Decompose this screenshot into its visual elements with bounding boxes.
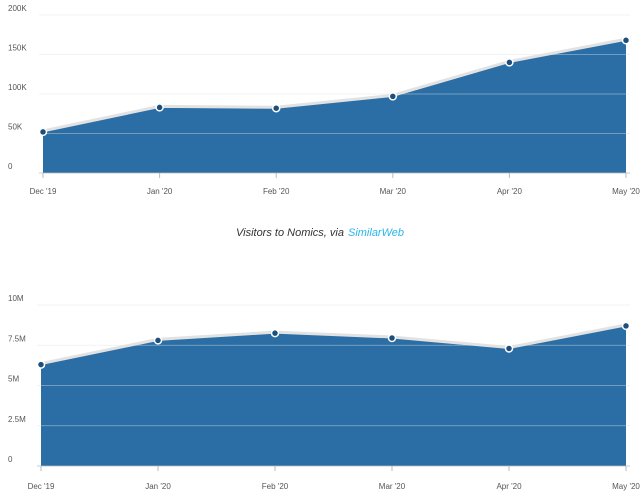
area [41,325,626,466]
y-tick-label: 2.5M [8,415,26,424]
x-tick-label: May '20 [612,187,640,196]
y-tick-label: 50K [8,123,23,132]
y-tick-label: 7.5M [8,334,26,343]
y-tick-label: 200K [8,4,27,13]
area [43,40,626,173]
point [271,103,281,113]
point [621,36,631,45]
x-tick-label: Jan '20 [145,482,171,491]
line [40,323,627,366]
x-tick-label: Apr '20 [497,187,523,196]
x-tick-label: Feb '20 [262,482,289,491]
y-tick-label: 150K [8,44,27,53]
y-tick-label: 10M [8,294,24,303]
x-tick-label: Mar '20 [379,482,406,491]
x-tick-label: Dec '19 [28,482,55,491]
y-tick-label: 5M [8,375,19,384]
point [270,328,280,338]
caption-source[interactable]: SimilarWeb [348,227,404,239]
caption-text: Visitors to Nomics, via [236,227,344,239]
point [153,336,163,345]
point [505,58,514,67]
point [621,321,631,331]
point [388,92,398,101]
y-tick-label: 100K [8,83,27,92]
x-tick-label: Feb '20 [263,187,290,196]
point [36,360,46,369]
point [155,103,164,112]
x-tick-label: Jan '20 [147,187,173,196]
point [504,344,514,353]
x-tick-label: Dec '19 [30,187,57,196]
line [42,37,627,133]
point [387,333,397,343]
x-tick-label: Apr '20 [496,482,522,491]
x-tick-label: May '20 [612,482,640,491]
point [38,127,48,137]
caption: Visitors to Nomics, via SimilarWeb [236,227,404,239]
y-tick-label: 0 [8,162,13,171]
y-tick-label: 0 [8,455,13,464]
x-tick-label: Mar '20 [380,187,407,196]
